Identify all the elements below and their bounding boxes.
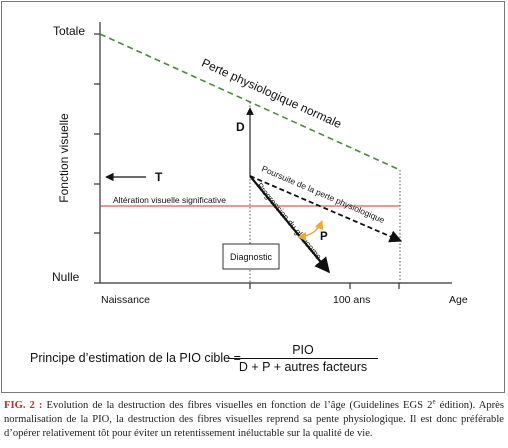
- threshold-label: Altération visuelle significative: [113, 195, 226, 205]
- y-bottom-label: Nulle: [52, 270, 80, 284]
- p-label: P: [320, 231, 328, 243]
- glaucoma-progression-arrow: [249, 175, 330, 274]
- x-left-label: Naissance: [101, 294, 150, 306]
- x-axis-ticks: [249, 283, 400, 289]
- caption-text-b: édition). Après normalisation de la PIO,…: [4, 400, 504, 439]
- figure-caption: FIG. 2 : Evolution de la destruction des…: [4, 397, 504, 440]
- d-label: D: [236, 120, 245, 134]
- formula-lhs: Principe d’estimation de la PIO cible =: [30, 351, 241, 365]
- p-curved-arrow: [297, 220, 324, 242]
- x-right-label: Age: [449, 294, 468, 306]
- caption-label: FIG. 2 :: [4, 400, 43, 411]
- caption-superscript: e: [432, 397, 436, 406]
- glaucoma-diagram: Fonction visuelle Totale Nulle Naissance…: [52, 22, 468, 306]
- formula-denominator: D + P + autres facteurs: [238, 360, 368, 374]
- diagnostic-label: Diagnostic: [230, 252, 273, 262]
- y-axis-title: Fonction visuelle: [57, 113, 71, 203]
- caption-text-a: Evolution de la destruction des fibres v…: [42, 400, 433, 411]
- normal-loss-label: Perte physiologique normale: [200, 56, 345, 132]
- physiological-pursuit-arrow: [249, 175, 403, 243]
- formula-fraction: PIO D + P + autres facteurs: [228, 343, 378, 374]
- y-top-label: Totale: [53, 24, 85, 38]
- diagnostic-box: [222, 243, 280, 270]
- target-iop-formula: Principe d’estimation de la PIO cible = …: [30, 343, 378, 379]
- y-axis-ticks: [94, 33, 100, 284]
- figure-frame: [1, 1, 505, 393]
- t-label: T: [155, 170, 163, 184]
- formula-numerator: PIO: [228, 343, 378, 359]
- x-mid-label: 100 ans: [333, 294, 370, 306]
